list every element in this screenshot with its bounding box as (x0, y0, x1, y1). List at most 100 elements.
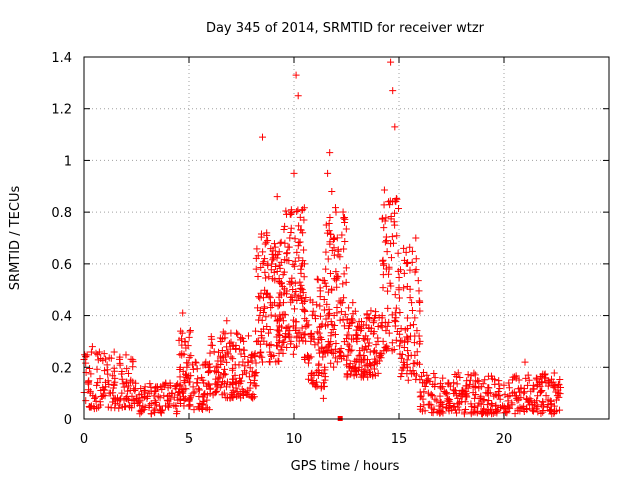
data-point (381, 238, 389, 246)
data-point (126, 387, 134, 395)
data-point (128, 392, 136, 400)
data-point (173, 410, 181, 418)
data-point (396, 330, 404, 338)
data-point (178, 350, 186, 358)
data-point (219, 353, 227, 361)
data-point (491, 380, 499, 388)
data-point (175, 388, 183, 396)
data-point (301, 355, 309, 363)
data-point (316, 293, 324, 301)
data-point (110, 394, 118, 402)
data-point (392, 195, 400, 203)
data-point (429, 392, 437, 400)
data-point (309, 379, 317, 387)
data-point (222, 394, 230, 402)
data-point (517, 384, 525, 392)
data-point (343, 361, 351, 369)
data-point (111, 404, 119, 412)
data-point (164, 384, 172, 392)
data-point (328, 187, 336, 195)
data-point (316, 302, 324, 310)
data-point (249, 394, 257, 402)
data-point (431, 395, 439, 403)
data-point (245, 373, 253, 381)
data-point (176, 373, 184, 381)
data-point (216, 373, 224, 381)
data-point (105, 354, 113, 362)
data-point (204, 380, 212, 388)
data-point (403, 283, 411, 291)
data-point (255, 316, 263, 324)
data-point (333, 272, 341, 280)
data-point (138, 394, 146, 402)
data-point (341, 237, 349, 245)
data-point (145, 401, 153, 409)
data-point (219, 335, 227, 343)
data-point (218, 357, 226, 365)
data-point (360, 321, 368, 329)
data-point (351, 357, 359, 365)
data-point (397, 266, 405, 274)
data-point (479, 397, 487, 405)
data-point (303, 317, 311, 325)
data-point (295, 239, 303, 247)
data-point (237, 350, 245, 358)
data-point (484, 372, 492, 380)
data-point (537, 410, 545, 418)
data-point (222, 383, 230, 391)
data-point (312, 315, 320, 323)
data-point (257, 263, 265, 271)
data-point (280, 268, 288, 276)
data-point (269, 275, 277, 283)
data-point (264, 261, 272, 269)
data-point (254, 272, 262, 280)
data-point (304, 375, 312, 383)
data-point (533, 397, 541, 405)
data-point (256, 352, 264, 360)
data-point (95, 348, 103, 356)
y-tick-label: 0.6 (51, 258, 72, 273)
data-point (415, 287, 423, 295)
data-point (332, 276, 340, 284)
data-point (540, 402, 548, 410)
data-point (219, 328, 227, 336)
axis-ticks (83, 56, 609, 420)
data-point (326, 340, 334, 348)
data-point (488, 375, 496, 383)
data-point (280, 299, 287, 307)
data-point (282, 207, 290, 215)
data-point (347, 370, 355, 378)
data-point (325, 342, 333, 350)
data-point (296, 278, 304, 286)
data-point (297, 281, 305, 289)
data-point (137, 384, 145, 392)
data-point (298, 286, 306, 294)
data-point (227, 338, 235, 346)
data-point (351, 368, 359, 376)
data-point (186, 401, 194, 409)
data-point (355, 324, 363, 332)
data-point (481, 376, 489, 384)
data-point (82, 397, 90, 405)
data-point (524, 381, 532, 389)
data-point (287, 211, 295, 219)
data-point (371, 312, 379, 320)
data-point (263, 322, 271, 330)
data-point (103, 361, 111, 369)
data-point (239, 390, 247, 398)
data-point (458, 387, 466, 395)
data-point (513, 394, 521, 402)
data-point (462, 382, 470, 390)
x-tick-label: 15 (391, 432, 408, 447)
data-point (238, 334, 246, 342)
y-tick-label: 0.8 (51, 206, 72, 221)
data-point (480, 405, 487, 413)
data-point (361, 336, 369, 344)
data-point (500, 405, 508, 413)
data-point (156, 394, 164, 402)
data-point (315, 360, 323, 368)
data-point (505, 379, 513, 387)
data-point (391, 123, 399, 131)
data-point (275, 301, 283, 309)
data-point (331, 354, 339, 362)
